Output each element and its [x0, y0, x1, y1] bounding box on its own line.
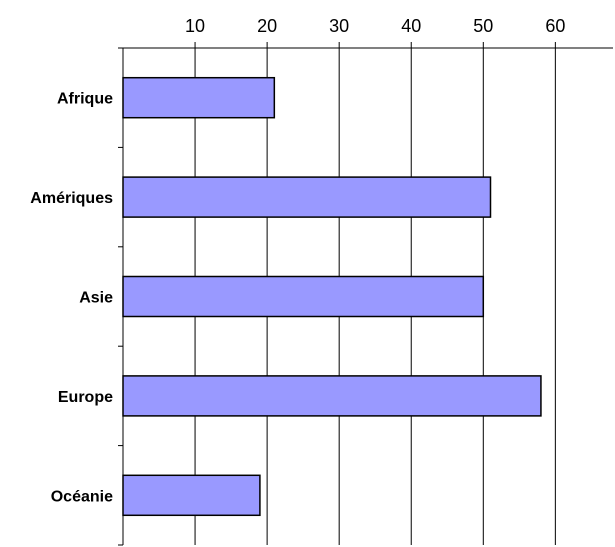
category-label: Afrique	[57, 91, 113, 108]
category-label: Amériques	[30, 190, 113, 207]
bars	[122, 76, 542, 517]
category-label: Océanie	[51, 488, 113, 505]
x-tick-label: 50	[473, 16, 493, 36]
bar-amériques	[122, 176, 492, 218]
x-tick-label: 40	[401, 16, 421, 36]
bar-océanie	[122, 474, 261, 517]
bar-europe	[122, 375, 542, 417]
x-tick-label: 30	[329, 16, 349, 36]
x-tick-label: 20	[257, 16, 277, 36]
x-tick-label: 60	[545, 16, 565, 36]
labels: 10 20 30 40 50 60 Afrique Amériques Asie Europe Oc…	[30, 16, 565, 505]
axes	[118, 42, 613, 546]
category-label: Europe	[58, 389, 113, 406]
category-label: Asie	[79, 290, 113, 307]
bar-afrique	[122, 76, 276, 119]
x-tick-label: 10	[185, 16, 205, 36]
bar-asie	[122, 275, 485, 318]
